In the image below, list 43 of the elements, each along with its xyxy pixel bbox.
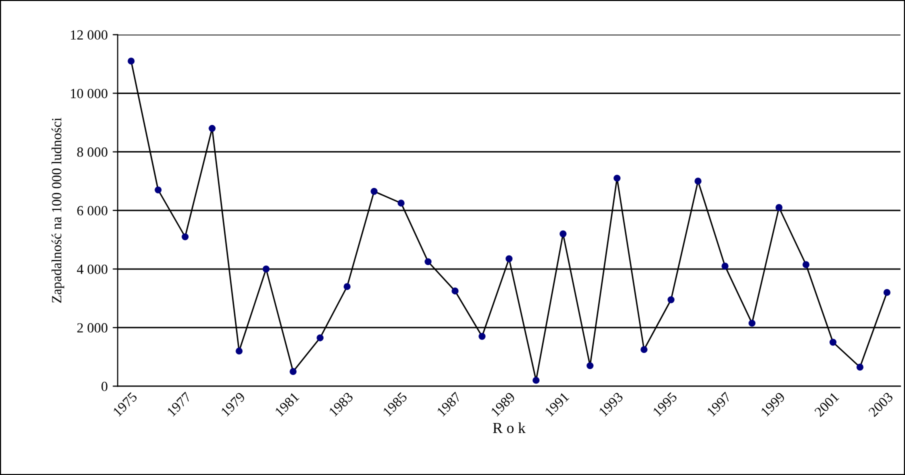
point	[614, 174, 621, 182]
point	[452, 288, 459, 294]
point	[424, 258, 432, 266]
point	[884, 288, 890, 296]
point	[370, 188, 378, 195]
y-tick-label: 6 000	[77, 206, 108, 216]
point	[830, 338, 836, 346]
point	[290, 368, 297, 375]
x-tick-label: 1991	[544, 392, 570, 417]
point	[344, 283, 351, 290]
point	[236, 348, 243, 354]
point	[856, 364, 864, 371]
point	[802, 261, 810, 268]
point	[586, 362, 594, 370]
point	[316, 334, 324, 342]
point	[668, 296, 674, 304]
point	[478, 332, 486, 340]
point	[694, 178, 702, 185]
x-tick-label: 1981	[274, 392, 300, 417]
y-tick-label: 8 000	[77, 147, 108, 157]
point	[154, 186, 162, 194]
point	[748, 320, 756, 327]
point	[506, 255, 513, 262]
point	[560, 230, 567, 238]
point	[398, 200, 405, 207]
point	[262, 266, 270, 272]
point	[128, 58, 135, 65]
y-tick-label: 0	[102, 382, 108, 392]
y-tick-label: 12 000	[70, 30, 108, 40]
point	[722, 262, 728, 270]
x-axis-title: R o k	[492, 422, 526, 434]
y-tick-label: 4 000	[76, 264, 108, 274]
point	[182, 233, 189, 240]
point	[208, 124, 216, 132]
x-tick-label: 1999	[760, 392, 786, 417]
x-tick-label: 1979	[220, 392, 246, 417]
y-tick-label: 10 000	[70, 88, 108, 98]
y-tick-label: 2 000	[77, 323, 108, 333]
point	[776, 204, 782, 211]
point	[640, 346, 648, 354]
y-axis-title: Zapadalność na 100 000 ludności	[52, 118, 64, 303]
point	[532, 376, 540, 384]
x-tick-label: 1989	[490, 392, 516, 417]
